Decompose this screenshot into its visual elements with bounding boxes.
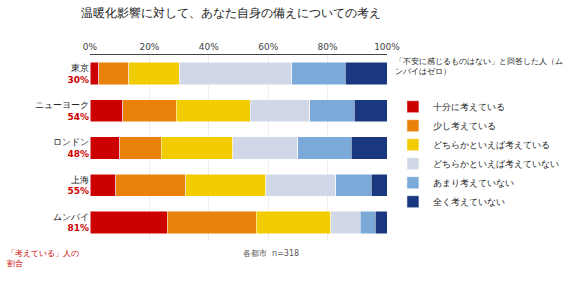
svg-text:「不安に感じるものはない」と回答した人（ムンバイはゼロ）: 「不安に感じるものはない」と回答した人（ムンバイはゼロ） [395,57,563,76]
svg-text:どちらかといえば考えている: どちらかといえば考えている [433,140,550,150]
svg-text:100%: 100% [374,42,400,52]
svg-text:80%: 80% [318,42,338,52]
svg-text:20%: 20% [139,42,159,52]
svg-text:少し考えている: 少し考えている [433,121,496,131]
svg-text:上海55%: 上海55% [67,174,89,196]
svg-text:あまり考えていない: あまり考えていない [433,178,514,188]
svg-text:ニューヨーク54%: ニューヨーク54% [35,100,89,122]
svg-text:東京30%: 東京30% [67,63,89,85]
svg-text:0%: 0% [83,42,98,52]
svg-text:温暖化影響に対して、あなた自身の備えについての考え: 温暖化影響に対して、あなた自身の備えについての考え [81,6,381,20]
svg-text:各都市 n=318: 各都市 n=318 [243,249,299,258]
svg-text:40%: 40% [199,42,219,52]
svg-text:ロンドン48%: ロンドン48% [53,137,89,159]
svg-text:「考えている」人の割合: 「考えている」人の割合 [7,249,79,268]
svg-text:十分に考えている: 十分に考えている [433,102,505,112]
svg-text:60%: 60% [258,42,278,52]
svg-text:ムンバイ81%: ムンバイ81% [53,212,89,234]
svg-text:どちらかといえば考えていない: どちらかといえば考えていない [433,159,559,169]
svg-text:全く考えていない: 全く考えていない [433,197,505,207]
